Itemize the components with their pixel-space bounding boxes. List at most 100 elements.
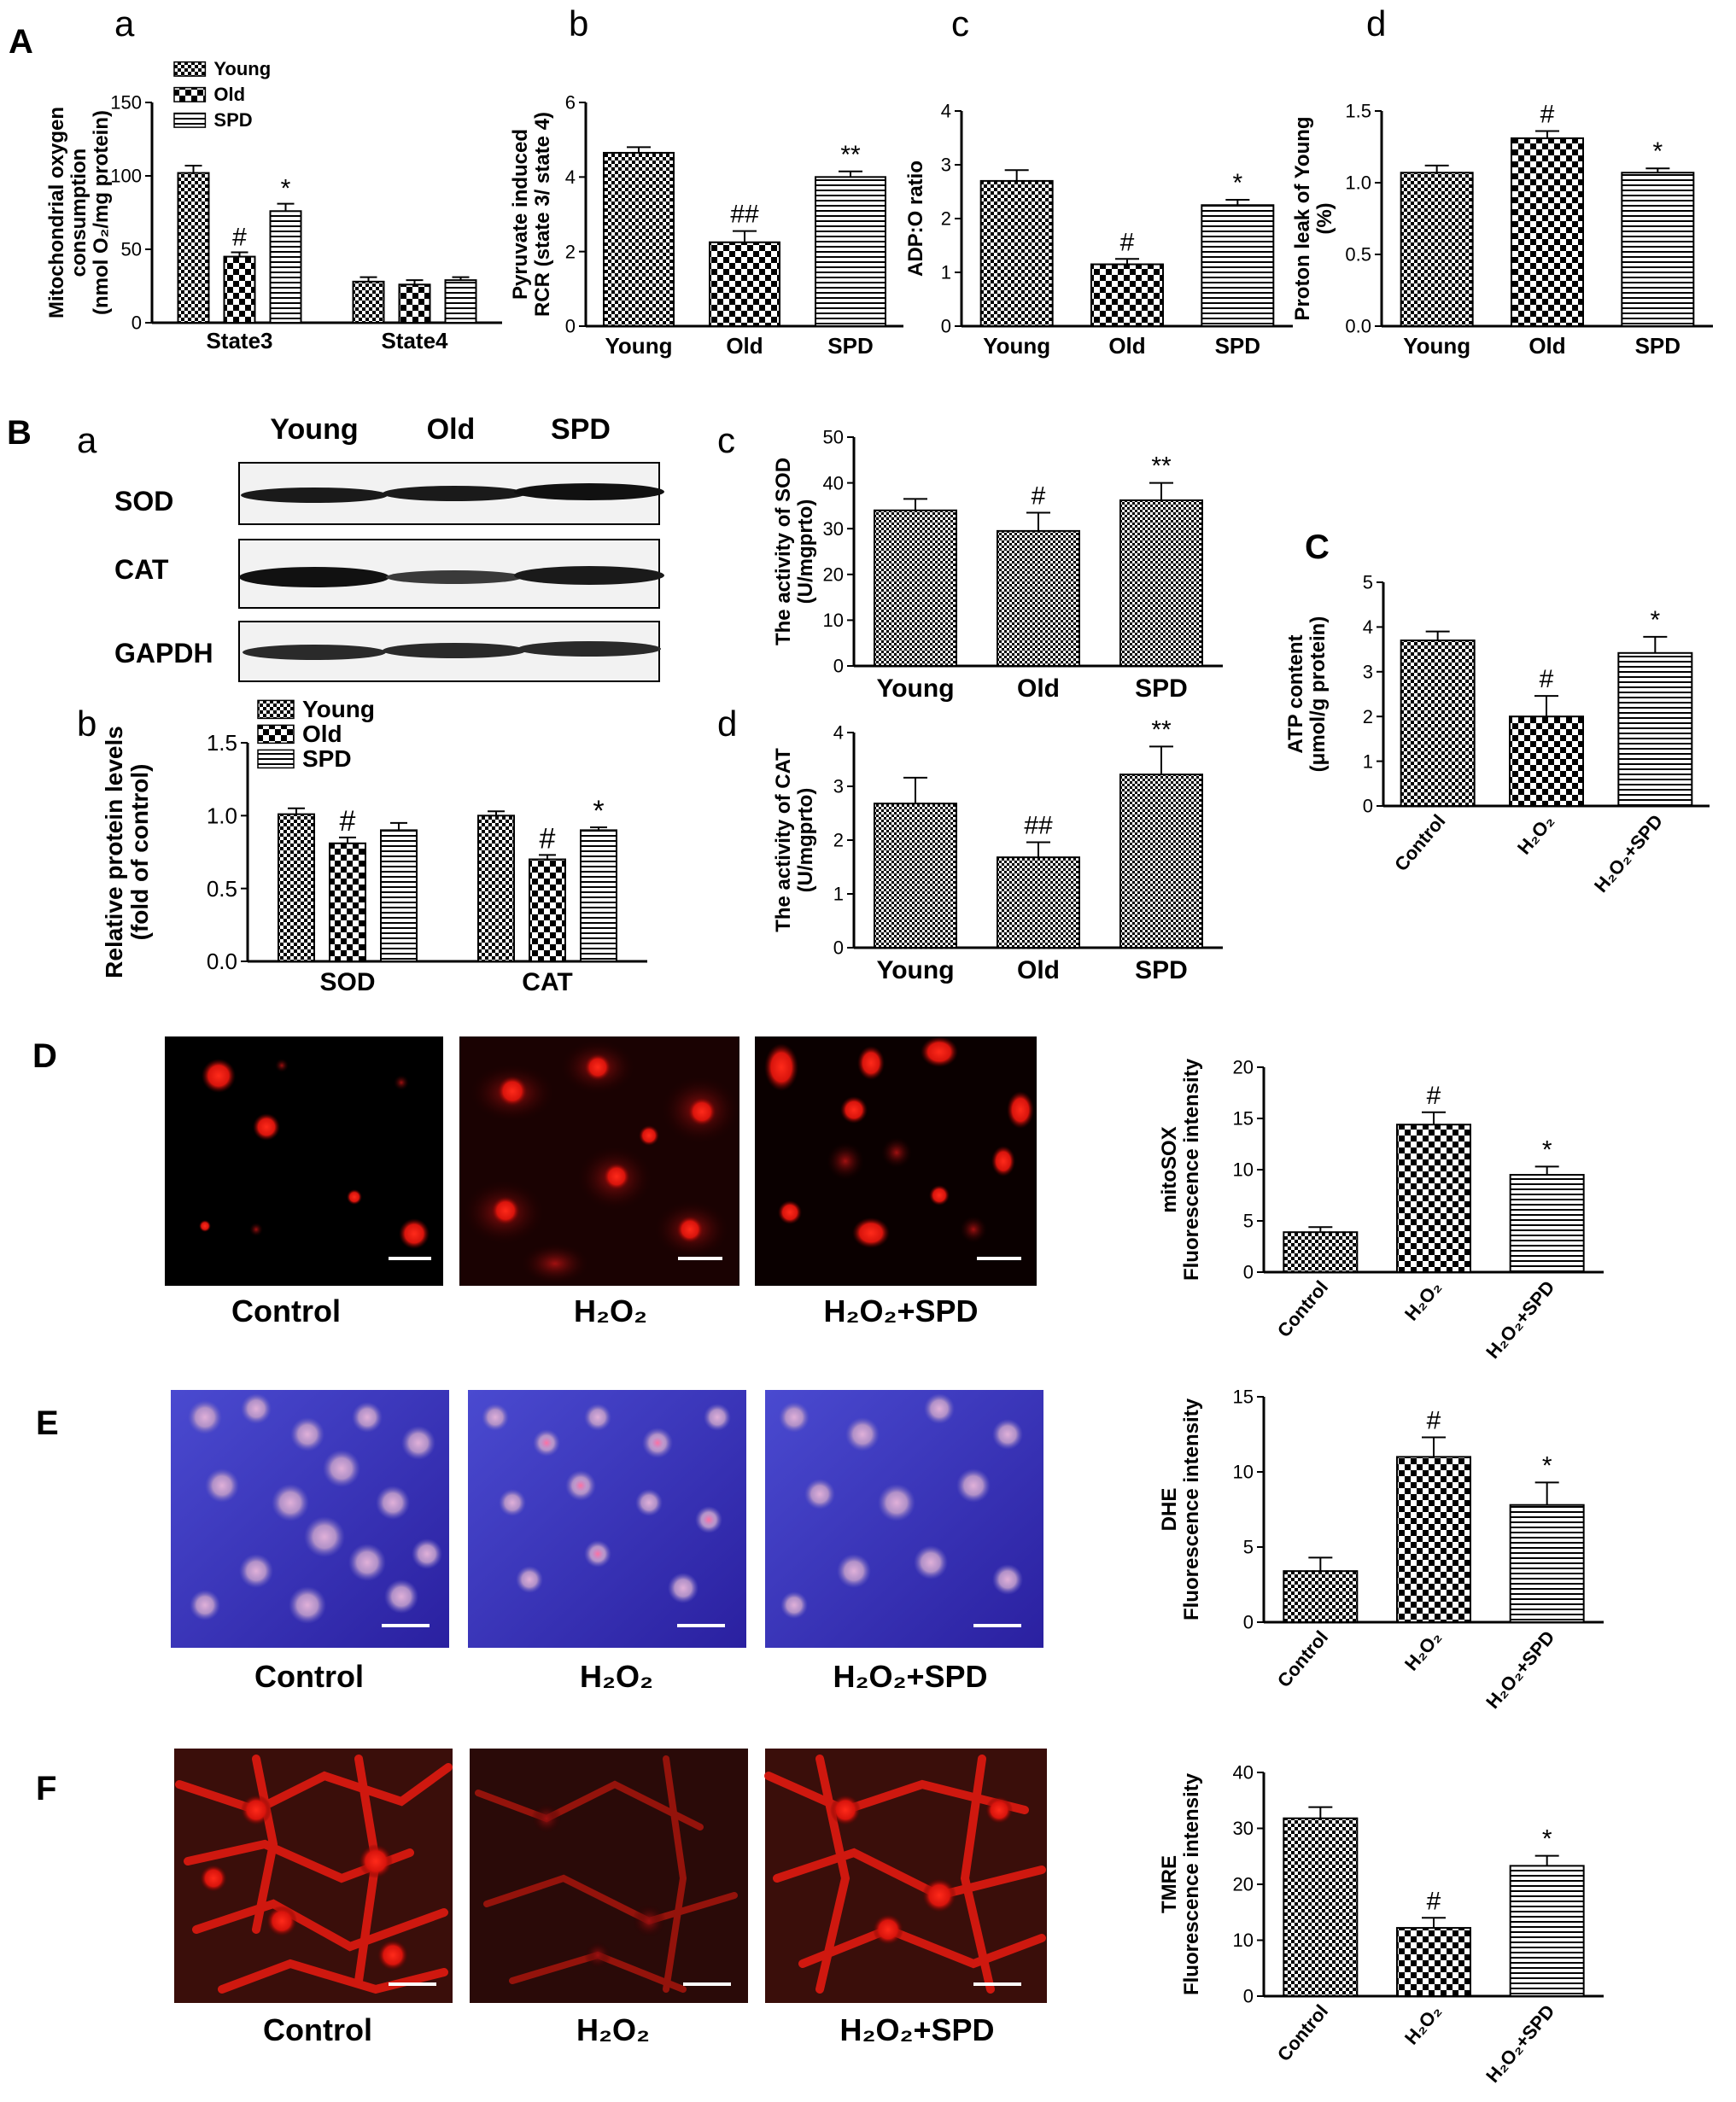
y-tick-label: 0	[1243, 1612, 1254, 1633]
y-tick-label: 4	[565, 166, 576, 188]
y-tick-label: 30	[1233, 1818, 1254, 1839]
chart-Bb: 0.0 0.5 1.0 1.5 Relative protein levels(fold…	[101, 696, 647, 996]
bar	[997, 856, 1080, 949]
band-sod-old	[383, 486, 526, 501]
y-tick-label: 20	[1233, 1874, 1254, 1895]
y-tick-label: 50	[823, 427, 844, 448]
bar	[269, 210, 302, 324]
significance-mark: #	[1427, 1082, 1441, 1110]
y-axis-label-line: Mitochondrial oxygen	[45, 107, 68, 318]
bar	[603, 151, 675, 327]
y-tick-label: 30	[823, 518, 844, 540]
chart-Ab: 0 2 4 6 Pyruvate inducedRCR (state 3/ state …	[509, 92, 903, 359]
bar	[444, 279, 477, 324]
y-tick-label: 4	[833, 722, 844, 744]
bar	[398, 283, 431, 324]
blot-lane-young: Young	[270, 413, 358, 446]
bar	[1509, 715, 1584, 808]
blot-row-sod: SOD	[114, 486, 173, 517]
chart-Ad: 0.0 0.5 1.0 1.5 Proton leak of Young(%) Young…	[1291, 101, 1713, 359]
panel-letter-E: E	[36, 1404, 59, 1442]
legend-swatch	[173, 86, 207, 102]
x-tick-label: H₂O₂+SPD	[1482, 1276, 1558, 1363]
significance-mark: *	[281, 175, 291, 203]
y-tick-label: 1.0	[207, 803, 237, 828]
y-tick-label: 15	[1233, 1108, 1254, 1130]
x-tick-label: H₂O₂+SPD	[1590, 810, 1667, 896]
bar	[1617, 651, 1693, 807]
caption-F-control: Control	[263, 2012, 372, 2047]
bar	[352, 280, 385, 324]
y-tick-label: 20	[823, 564, 844, 586]
bar	[1201, 204, 1275, 327]
y-axis-label: ATP content(μmol/g protein)	[1284, 616, 1330, 773]
bar	[874, 803, 957, 949]
bar	[223, 255, 256, 324]
x-tick-label: SPD	[1135, 956, 1188, 984]
x-tick-label: State4	[381, 328, 448, 353]
panel-letter-C: C	[1305, 528, 1330, 566]
y-tick-label: 4	[1363, 616, 1373, 638]
legend-label: Young	[213, 58, 271, 79]
scale-bar-D2	[678, 1257, 722, 1260]
panel-letter-A: A	[9, 23, 33, 61]
bar	[1621, 172, 1695, 327]
blot-lane-spd: SPD	[551, 413, 611, 446]
x-tick-label: Young	[983, 333, 1050, 359]
y-tick-label: 1.5	[1345, 101, 1371, 122]
caption-F-h2o2-spd: H₂O₂+SPD	[839, 2012, 994, 2047]
bar	[1283, 1817, 1359, 1997]
y-tick-label: 0.5	[1345, 244, 1371, 266]
bar	[1509, 1504, 1585, 1623]
panel-letter-D: D	[32, 1037, 57, 1075]
bar	[477, 815, 515, 962]
bar	[709, 241, 780, 327]
y-tick-label: 10	[1233, 1462, 1254, 1483]
band-cat-young	[239, 567, 389, 587]
y-tick-label: 3	[941, 155, 951, 176]
bar	[1400, 172, 1474, 327]
y-tick-label: 2	[1363, 706, 1373, 727]
y-tick-label: 1	[941, 262, 951, 283]
y-tick-label: 1	[1363, 750, 1373, 772]
significance-mark: *	[1650, 606, 1660, 634]
significance-mark: *	[1542, 1136, 1552, 1164]
chart-E: 0 5 10 15 DHEFluorescence intensity Control # H…	[1158, 1387, 1604, 1713]
y-tick-label: 3	[833, 776, 844, 797]
y-tick-label: 0.0	[1345, 316, 1371, 337]
y-tick-label: 1.0	[1345, 172, 1371, 194]
legend-swatch	[173, 112, 207, 128]
y-axis-label-line: TMRE	[1158, 1855, 1181, 1913]
y-tick-label: 3	[1363, 662, 1373, 683]
significance-mark: **	[840, 141, 861, 169]
legend-swatch	[257, 724, 295, 744]
legend-label: Old	[302, 721, 342, 747]
significance-mark: *	[1542, 1451, 1552, 1480]
y-tick-label: 100	[110, 166, 142, 187]
bar	[874, 509, 957, 668]
micrographs-D	[165, 1036, 1037, 1286]
bar	[1509, 1865, 1585, 1998]
y-tick-label: 6	[565, 92, 576, 114]
x-tick-label: SPD	[1215, 333, 1260, 359]
legend-swatch	[257, 699, 295, 720]
y-axis-label-line: Fluorescence intensity	[1180, 1058, 1203, 1281]
y-axis-label-line: ADP:O ratio	[904, 161, 927, 277]
chart-F: 0 10 20 30 40 TMREFluorescence intensity Contr…	[1158, 1762, 1604, 2087]
y-tick-label: 40	[823, 472, 844, 493]
bar	[380, 829, 418, 963]
x-tick-label: H₂O₂	[1400, 2000, 1446, 2048]
y-axis-label-line: Fluorescence intensity	[1180, 1398, 1203, 1620]
significance-mark: ##	[730, 201, 759, 229]
x-tick-label: H₂O₂	[1400, 1626, 1446, 1674]
significance-mark: #	[1540, 101, 1555, 129]
panel-letter-B: B	[7, 414, 32, 452]
y-tick-label: 1	[833, 884, 844, 905]
panel-sub-Bd: d	[717, 704, 737, 744]
bar	[1511, 137, 1584, 327]
panel-sub-Bc: c	[717, 420, 735, 460]
y-axis-label-line: (nmol O₂/mg protein)	[90, 110, 113, 315]
band-sod-young	[241, 488, 388, 503]
blot-lane-old: Old	[427, 413, 476, 446]
y-tick-label: 5	[1363, 572, 1373, 593]
